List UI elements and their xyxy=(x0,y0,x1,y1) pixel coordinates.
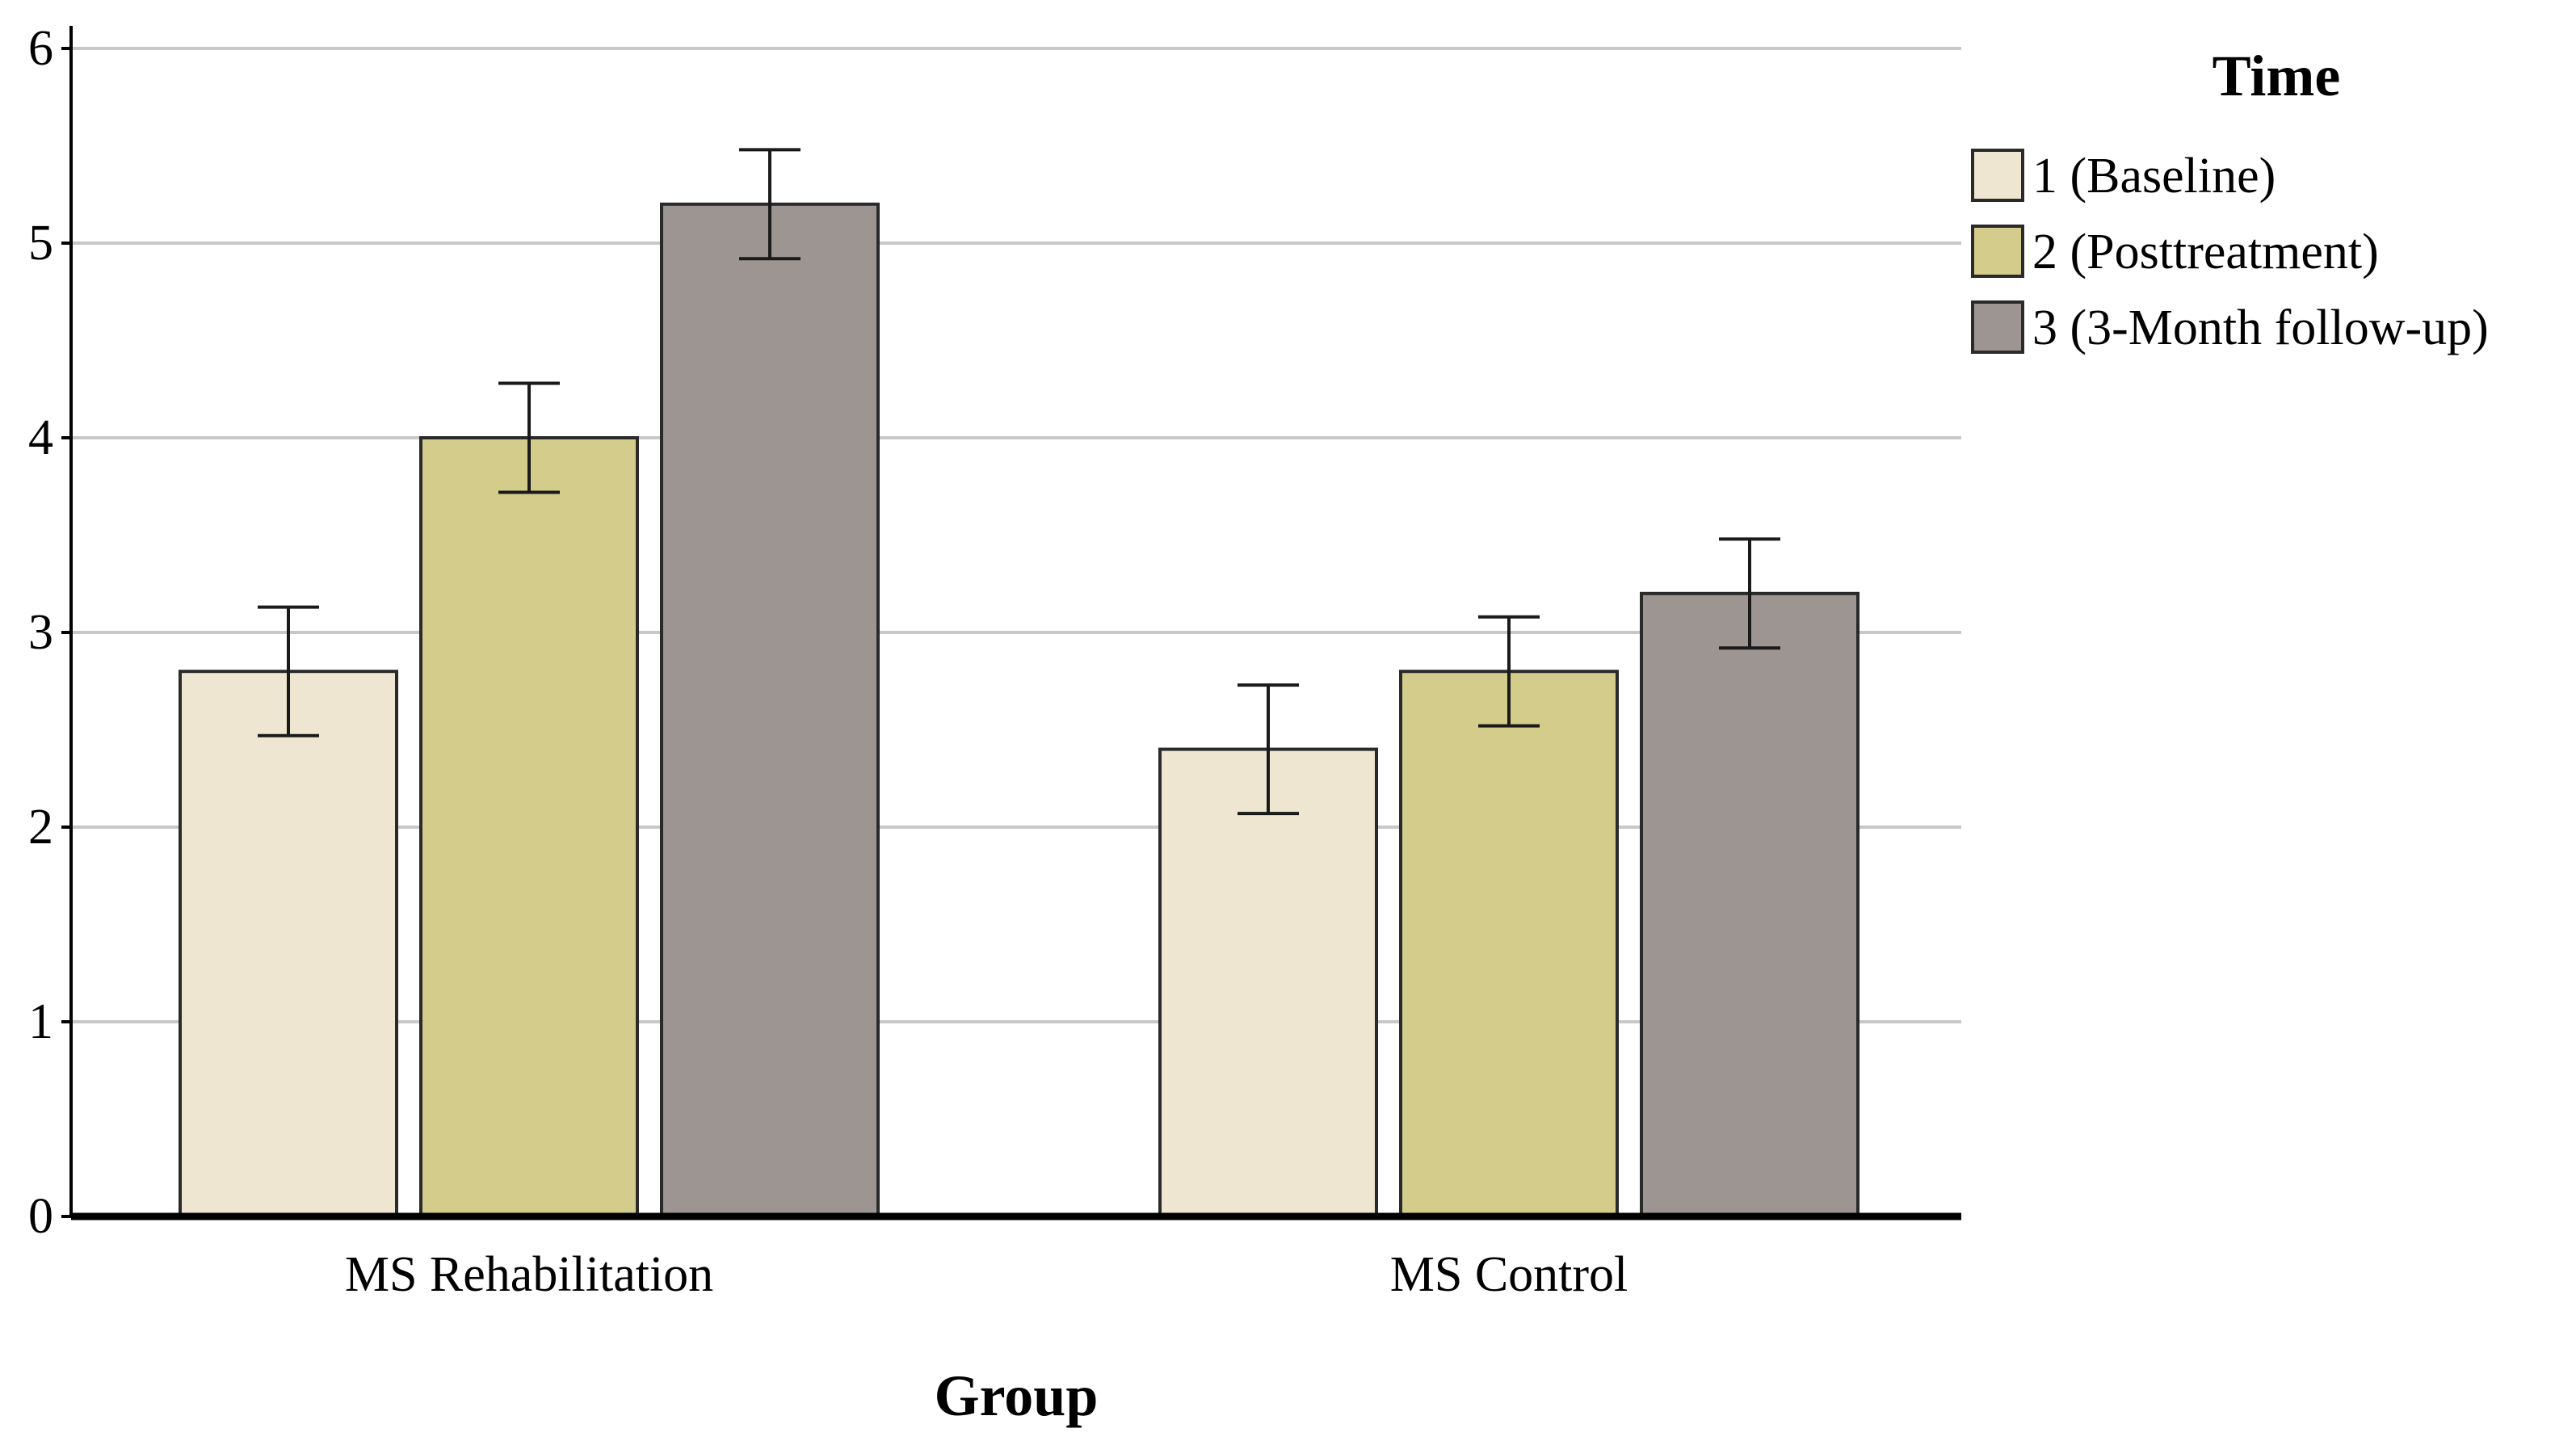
y-tick-label: 0 xyxy=(28,1189,53,1244)
legend-label: 2 (Posttreatment) xyxy=(2032,225,2379,279)
y-tick-label: 1 xyxy=(28,994,53,1049)
y-tick-labels: 0 1 2 3 4 5 6 xyxy=(28,21,71,1244)
bar xyxy=(1158,747,1378,1218)
bars xyxy=(179,202,1860,1218)
legend-title: Time xyxy=(2213,44,2341,108)
legend: Time 1 (Baseline) 2 (Posttreatment) 3 (3-M… xyxy=(1971,44,2489,355)
bar xyxy=(1640,591,1860,1218)
legend-swatch xyxy=(1971,300,2024,354)
legend-swatch xyxy=(1971,149,2024,202)
x-tick-label: MS Rehabilitation xyxy=(345,1247,713,1302)
axes xyxy=(69,26,1961,1220)
legend-label: 1 (Baseline) xyxy=(2032,149,2276,204)
y-tick-label: 4 xyxy=(28,410,53,465)
x-axis-title: Group xyxy=(935,1363,1099,1428)
bar xyxy=(1399,670,1619,1218)
y-tick-label: 6 xyxy=(28,21,53,76)
x-tick-label: MS Control xyxy=(1390,1247,1628,1302)
legend-label: 3 (3-Month follow-up) xyxy=(2032,300,2489,355)
y-tick-label: 3 xyxy=(28,605,53,660)
y-tick-label: 2 xyxy=(28,800,53,855)
bar xyxy=(179,670,398,1218)
y-tick-label: 5 xyxy=(28,216,53,271)
bar xyxy=(660,202,880,1218)
error-bars xyxy=(258,148,1780,816)
x-tick-labels: MS Rehabilitation MS Control xyxy=(345,1247,1628,1302)
legend-swatch xyxy=(1971,225,2024,278)
bar xyxy=(419,436,639,1218)
